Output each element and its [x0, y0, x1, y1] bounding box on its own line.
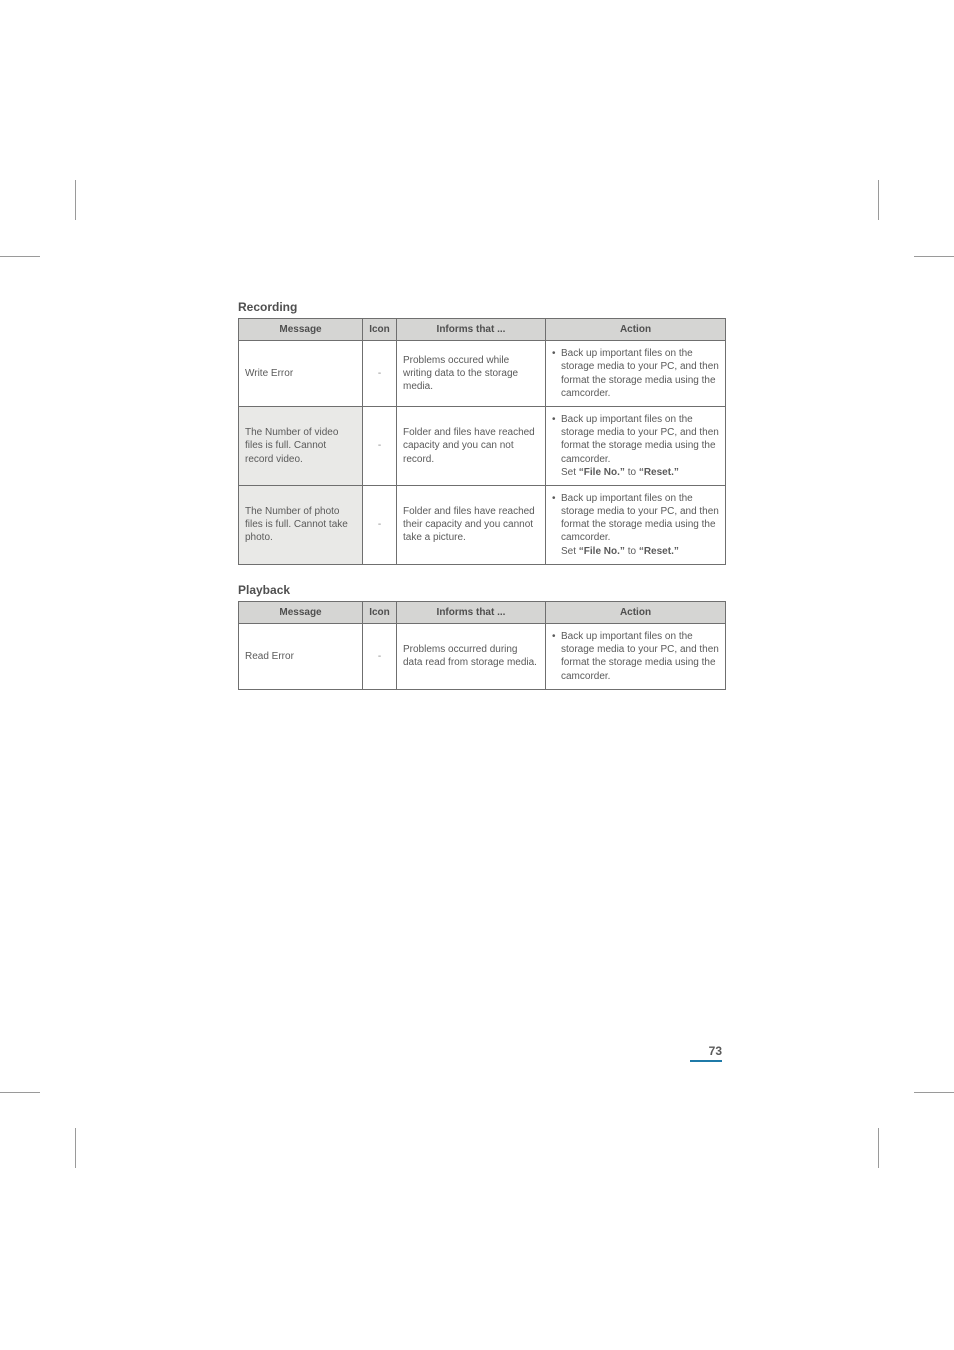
cell-icon: -: [363, 624, 397, 690]
table-row: The Number of photo files is full. Canno…: [239, 485, 726, 564]
table-row: Read Error - Problems occurred during da…: [239, 624, 726, 690]
cell-informs: Folder and files have reached capacity a…: [397, 406, 546, 485]
cell-icon: -: [363, 341, 397, 407]
th-action: Action: [546, 601, 726, 623]
cell-informs: Folder and files have reached their capa…: [397, 485, 546, 564]
crop-mark: [0, 1092, 40, 1093]
table-row: Write Error - Problems occured while wri…: [239, 341, 726, 407]
crop-mark: [75, 1128, 76, 1168]
action-text: Back up important files on the storage m…: [561, 630, 719, 683]
cell-action: •Back up important files on the storage …: [546, 341, 726, 407]
crop-mark: [878, 180, 879, 220]
cell-action: •Back up important files on the storage …: [546, 406, 726, 485]
cell-informs: Problems occured while writing data to t…: [397, 341, 546, 407]
crop-mark: [75, 180, 76, 220]
table-row: The Number of video files is full. Canno…: [239, 406, 726, 485]
crop-mark: [914, 1092, 954, 1093]
action-text: Back up important files on the storage m…: [561, 492, 719, 558]
cell-informs: Problems occurred during data read from …: [397, 624, 546, 690]
crop-mark: [878, 1128, 879, 1168]
cell-message: Write Error: [239, 341, 363, 407]
cell-action: •Back up important files on the storage …: [546, 624, 726, 690]
th-action: Action: [546, 319, 726, 341]
th-informs: Informs that ...: [397, 319, 546, 341]
th-icon: Icon: [363, 601, 397, 623]
section-title-playback: Playback: [238, 583, 725, 597]
cell-message: Read Error: [239, 624, 363, 690]
th-informs: Informs that ...: [397, 601, 546, 623]
page-number-bar: [690, 1060, 722, 1062]
page-number-text: 73: [690, 1044, 722, 1058]
cell-icon: -: [363, 485, 397, 564]
cell-message: The Number of video files is full. Canno…: [239, 406, 363, 485]
th-message: Message: [239, 319, 363, 341]
page-number: 73: [690, 1044, 722, 1062]
section-title-recording: Recording: [238, 300, 725, 314]
action-text: Back up important files on the storage m…: [561, 347, 719, 400]
cell-action: •Back up important files on the storage …: [546, 485, 726, 564]
th-message: Message: [239, 601, 363, 623]
cell-icon: -: [363, 406, 397, 485]
cell-message: The Number of photo files is full. Canno…: [239, 485, 363, 564]
crop-mark: [914, 256, 954, 257]
table-playback: Message Icon Informs that ... Action Rea…: [238, 601, 726, 690]
action-text: Back up important files on the storage m…: [561, 413, 719, 479]
crop-mark: [0, 256, 40, 257]
table-recording: Message Icon Informs that ... Action Wri…: [238, 318, 726, 565]
th-icon: Icon: [363, 319, 397, 341]
page-content: Recording Message Icon Informs that ... …: [238, 300, 725, 690]
